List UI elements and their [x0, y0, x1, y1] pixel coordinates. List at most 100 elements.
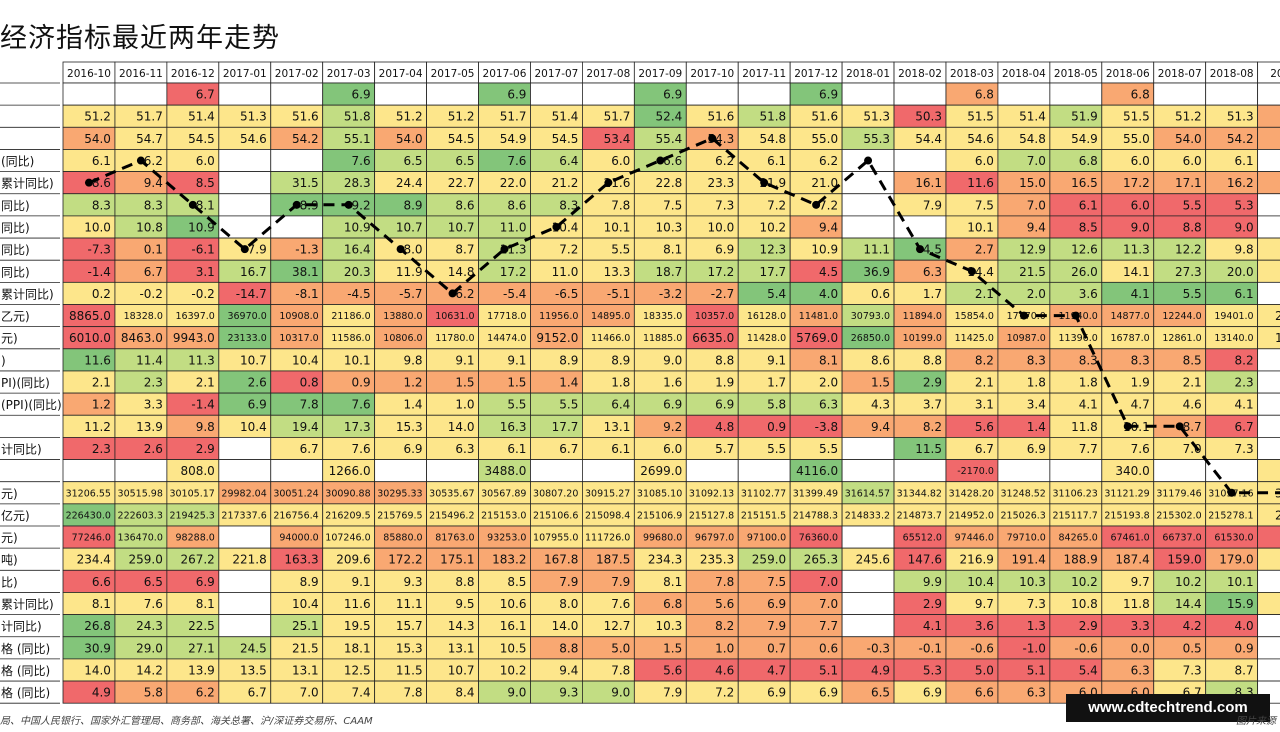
cell-value: 17718.0	[487, 311, 526, 322]
cell-value: 6.7	[248, 686, 267, 700]
cell-value: 6.8	[975, 88, 994, 102]
cell-value: 22.5	[188, 619, 215, 633]
cell-value: -4.5	[919, 243, 942, 257]
cell-value: 17.3	[344, 420, 371, 434]
trend-point	[240, 245, 249, 254]
cell-value: 10.1	[1227, 575, 1254, 589]
cell-value: 23.3	[708, 176, 735, 190]
heatmap-cell	[1153, 459, 1207, 483]
cell-value: 9.8	[196, 420, 215, 434]
row-label: 格 (同比)	[1, 685, 50, 700]
cell-value: 10.7	[448, 220, 475, 234]
heatmap-cell	[841, 193, 895, 217]
cell-value: 0.9	[1235, 641, 1254, 655]
cell-value: 219425.3	[169, 510, 214, 521]
cell-value: 7.8	[403, 686, 422, 700]
cell-value: 11.0	[500, 220, 527, 234]
trend-point	[344, 200, 353, 209]
cell-value: 13.1	[448, 641, 475, 655]
row-label: 格 (同比)	[1, 663, 50, 678]
cell-value: 16.5	[1071, 176, 1098, 190]
cell-value: -0.6	[970, 641, 993, 655]
cell-value: 11425.0	[955, 333, 994, 344]
cell-value: 54.7	[136, 132, 163, 146]
row-label: 累计同比)	[1, 287, 54, 301]
cell-value: 6.9	[715, 398, 734, 412]
cell-value: 1.9	[1131, 376, 1150, 390]
cell-value: 6.8	[1131, 88, 1150, 102]
cell-value: 14.0	[448, 420, 475, 434]
heatmap-cell	[1257, 82, 1280, 106]
cell-value: 3.7	[923, 398, 942, 412]
cell-value: 54.5	[188, 132, 215, 146]
cell-value: -3.2	[659, 287, 682, 301]
cell-value: 1.0	[455, 398, 474, 412]
cell-value: -6.1	[191, 243, 214, 257]
column-header-label: 2017-10	[690, 68, 734, 80]
heatmap-cell	[1257, 614, 1280, 638]
trend-point	[552, 222, 561, 231]
cell-value: 31344.82	[897, 488, 942, 499]
cell-value: 55.4	[656, 132, 683, 146]
cell-value: 11481.0	[799, 311, 838, 322]
cell-value: 8.2	[715, 619, 734, 633]
cell-value: 5.7	[715, 442, 734, 456]
cell-value: 11.3	[188, 353, 215, 367]
cell-value: 16.1	[915, 176, 942, 190]
cell-value: 54.0	[396, 132, 423, 146]
cell-value: 6.0	[1183, 154, 1202, 168]
cell-value: 9943.0	[173, 331, 215, 345]
cell-value: 54.9	[500, 132, 527, 146]
cell-value: 4.1	[923, 619, 942, 633]
cell-value: 12.2	[1175, 243, 1202, 257]
cell-value: 2.0	[1027, 287, 1046, 301]
column-header-label: 2016-10	[67, 68, 111, 80]
cell-value: 18.7	[656, 265, 683, 279]
cell-value: 7.5	[767, 575, 786, 589]
cell-value: 16787.0	[1110, 333, 1149, 344]
heatmap-cell	[218, 149, 272, 172]
cell-value: 21.5	[292, 641, 319, 655]
cell-value: 6.6	[92, 575, 111, 589]
cell-value: 8.9	[403, 198, 422, 212]
cell-value: 17.7	[552, 420, 579, 434]
cell-value: 187.4	[1115, 553, 1149, 567]
trend-point	[136, 156, 145, 165]
cell-value: 55.0	[1123, 132, 1150, 146]
cell-value: 6.5	[455, 154, 474, 168]
cell-value: 159.0	[1167, 553, 1201, 567]
cell-value: 6.7	[975, 442, 994, 456]
cell-value: 1.3	[1027, 619, 1046, 633]
cell-value: 4.1	[1235, 398, 1254, 412]
cell-value: 55.1	[344, 132, 371, 146]
cell-value: 7.9	[611, 575, 630, 589]
heatmap-cell	[270, 82, 324, 106]
trend-point	[604, 178, 613, 187]
cell-value: 7.6	[352, 442, 371, 456]
cell-value: 7.0	[819, 575, 838, 589]
cell-value: 1.4	[1027, 420, 1046, 434]
trend-point	[84, 178, 93, 187]
cell-value: 10.9	[188, 220, 215, 234]
cell-value: 187.5	[596, 553, 630, 567]
trend-point	[396, 245, 405, 254]
cell-value: 6.9	[819, 88, 838, 102]
cell-value: 234.4	[77, 553, 111, 567]
cell-value: 6.1	[92, 154, 111, 168]
trend-point	[292, 200, 301, 209]
cell-value: 267.2	[180, 553, 214, 567]
cell-value: 8.6	[455, 198, 474, 212]
heatmap-cell	[582, 459, 635, 483]
cell-value: 215026.3	[1001, 510, 1046, 521]
cell-value: 51.4	[188, 110, 215, 124]
cell-value: 50.3	[915, 110, 942, 124]
cell-value: 30567.89	[481, 488, 526, 499]
site-watermark[interactable]: www.cdtechtrend.com	[1066, 694, 1270, 722]
cell-value: 51.5	[967, 110, 994, 124]
cell-value: 24.3	[136, 619, 163, 633]
column-header-label: 2017-06	[483, 68, 527, 80]
cell-value: 7.8	[715, 575, 734, 589]
heatmap-cell	[893, 149, 947, 172]
cell-value: 6.8	[1079, 154, 1098, 168]
cell-value: 6.8	[663, 597, 682, 611]
